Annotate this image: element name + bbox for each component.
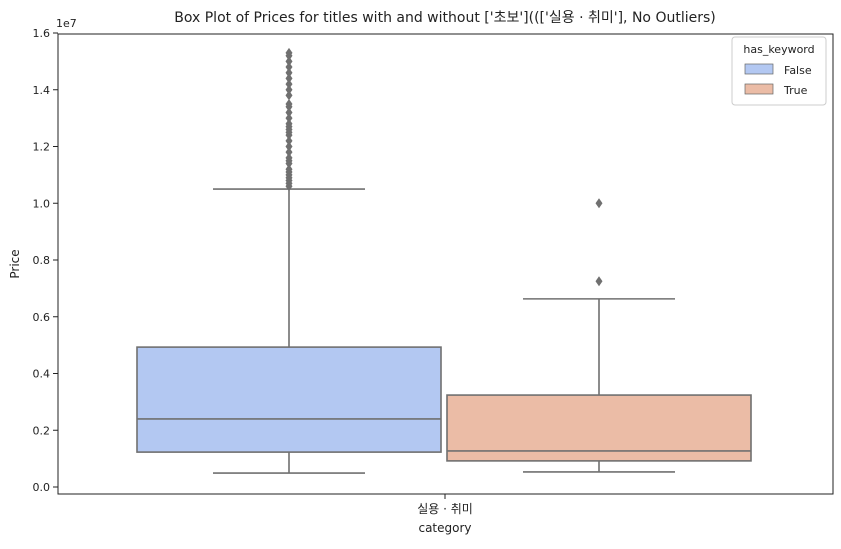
outlier-point [285, 152, 293, 163]
legend-label-true: True [783, 84, 808, 97]
legend-label-false: False [784, 64, 812, 77]
chart-title: Box Plot of Prices for titles with and w… [174, 10, 715, 26]
y-tick-label: 1.6 [33, 27, 51, 40]
legend-swatch-false [744, 63, 774, 75]
legend-title: has_keyword [743, 43, 814, 56]
x-axis-label: category [418, 521, 471, 535]
y-axis-label: Price [8, 249, 22, 278]
outlier-point [285, 107, 293, 118]
y-tick-label: 0.0 [33, 481, 51, 494]
outlier-point [595, 198, 603, 209]
legend-swatch-true [744, 83, 774, 95]
outlier-point [285, 73, 293, 84]
box-true [446, 198, 752, 473]
outlier-point [285, 135, 293, 146]
outlier-point [285, 147, 293, 158]
outlier-point [285, 141, 293, 152]
y-tick-label: 0.8 [33, 254, 51, 267]
y-tick-label: 0.2 [33, 424, 51, 437]
y-tick-label: 0.6 [33, 311, 51, 324]
outlier-point [285, 164, 293, 175]
x-tick-label: 실용 · 취미 [417, 502, 473, 516]
outlier-point [285, 98, 293, 109]
iqr-box [446, 394, 752, 462]
y-tick-label: 0.4 [33, 368, 51, 381]
y-offset-label: 1e7 [56, 17, 77, 30]
y-tick-label: 1.4 [33, 84, 51, 97]
box-false [136, 47, 442, 474]
outlier-point [285, 90, 293, 101]
outlier-point [285, 84, 293, 95]
outlier-point [285, 113, 293, 124]
y-tick-label: 1.0 [33, 197, 51, 210]
outlier-point [285, 56, 293, 67]
outlier-point [285, 118, 293, 129]
iqr-box [136, 346, 442, 453]
outlier-point [285, 47, 293, 58]
outlier-point [285, 62, 293, 73]
outlier-point [285, 79, 293, 90]
outlier-point [285, 67, 293, 78]
y-tick-label: 1.2 [33, 141, 51, 154]
legend: has_keyword False True [731, 36, 827, 106]
outlier-point [595, 276, 603, 287]
